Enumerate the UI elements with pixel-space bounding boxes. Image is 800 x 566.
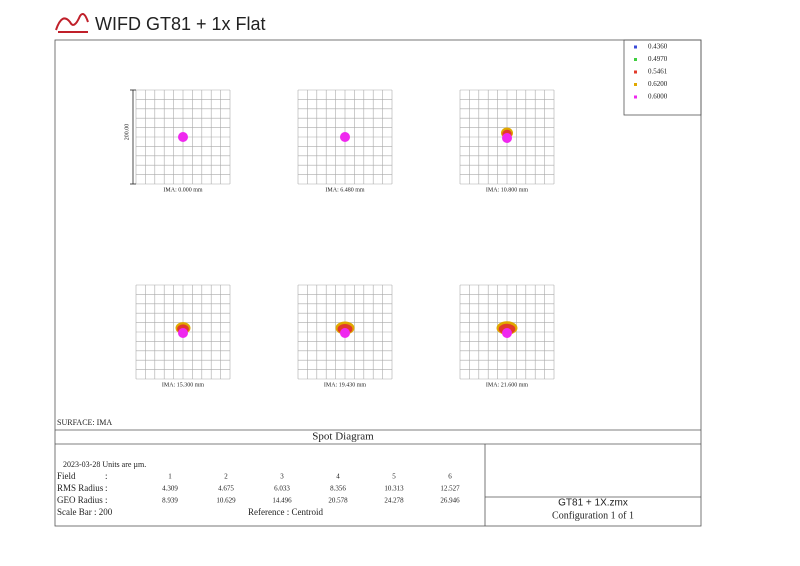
rms-value: 10.313 <box>384 485 404 493</box>
plot-label: IMA: 6.480 mm <box>325 187 365 193</box>
spot <box>178 328 188 338</box>
legend-label: 0.4970 <box>648 55 668 63</box>
reference: Reference : Centroid <box>248 507 323 517</box>
field-number: 6 <box>448 473 452 481</box>
legend-swatch <box>634 83 637 86</box>
legend-label: 0.5461 <box>648 68 668 76</box>
rms-value: 12.527 <box>440 485 460 493</box>
geo-value: 26.946 <box>440 497 460 505</box>
colon: : <box>105 495 108 505</box>
surface-label: SURFACE: IMA <box>57 418 112 427</box>
legend-swatch <box>634 95 637 99</box>
legend-label: 0.4360 <box>648 43 668 51</box>
plot-label: IMA: 21.600 mm <box>486 382 529 388</box>
spot <box>502 133 512 143</box>
rms-value: 4.675 <box>218 485 234 493</box>
geo-value: 20.578 <box>328 497 348 505</box>
plot-label: IMA: 15.300 mm <box>162 382 205 388</box>
scale-bar: Scale Bar : 200 <box>57 507 113 517</box>
logo <box>55 13 89 33</box>
plot-label: IMA: 10.800 mm <box>486 187 529 193</box>
legend-label: 0.6200 <box>648 80 668 88</box>
geo-value: 24.278 <box>384 497 404 505</box>
rms-label: RMS Radius <box>57 483 104 493</box>
spot <box>340 132 350 142</box>
date: 2023-03-28 Units are µm. <box>63 460 146 469</box>
spot <box>502 328 512 338</box>
field-number: 1 <box>168 473 172 481</box>
plot-label: IMA: 19.430 mm <box>324 382 367 388</box>
field-number: 2 <box>224 473 228 481</box>
frame <box>54 39 702 527</box>
geo-value: 8.939 <box>162 497 178 505</box>
field-number: 5 <box>392 473 396 481</box>
config: Configuration 1 of 1 <box>552 510 634 521</box>
colon: : <box>105 483 108 493</box>
colon: : <box>105 471 108 481</box>
legend-swatch <box>634 70 637 74</box>
rms-value: 8.356 <box>330 485 346 493</box>
spot <box>340 328 350 338</box>
geo-value: 14.496 <box>272 497 292 505</box>
legend-box <box>623 39 702 116</box>
field-label: Field <box>57 471 76 481</box>
field-number: 4 <box>336 473 340 481</box>
panel-title: Spot Diagram <box>312 431 374 443</box>
scale-label: 200.00 <box>124 124 130 141</box>
legend-label: 0.6000 <box>648 93 668 101</box>
legend-swatch <box>634 45 637 49</box>
field-number: 3 <box>280 473 284 481</box>
spot <box>178 132 188 142</box>
plot-label: IMA: 0.000 mm <box>163 187 203 193</box>
file-name: GT81 + 1X.zmx <box>558 498 628 509</box>
rms-value: 4.309 <box>162 485 178 493</box>
geo-value: 10.629 <box>216 497 236 505</box>
title: WIFD GT81 + 1x Flat <box>95 14 266 34</box>
rms-value: 6.033 <box>274 485 290 493</box>
geo-label: GEO Radius <box>57 495 103 505</box>
legend-swatch <box>634 58 637 61</box>
